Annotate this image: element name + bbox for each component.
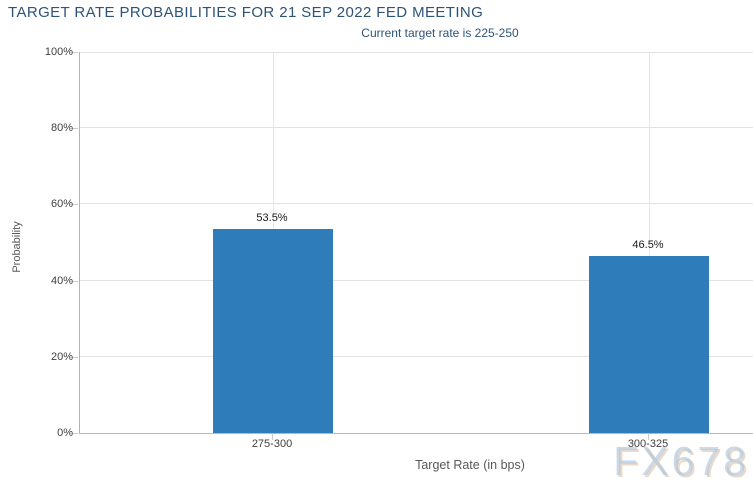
y-axis-title: Probability [11,221,23,273]
y-tick-label-80: 80% [50,122,73,135]
chart-title: TARGET RATE PROBABILITIES FOR 21 SEP 202… [8,4,484,21]
chart-subtitle: Current target rate is 225-250 [361,26,519,40]
h-gridline-80 [80,127,753,129]
bar-300-325[interactable] [589,256,709,433]
y-axis-tick [70,52,78,53]
h-gridline-40 [80,279,753,281]
y-tick-label-0: 0% [57,427,73,439]
bar-value-label-300-325: 46.5% [632,239,664,251]
y-axis-tick [70,433,78,434]
plot-area [79,52,753,434]
x-axis-tick [648,434,649,440]
bar-value-label-275-300: 53.5% [256,212,288,224]
x-axis-title: Target Rate (in bps) [415,458,525,472]
x-category-label-275-300: 275-300 [251,438,293,450]
h-gridline-60 [80,203,753,205]
y-axis-tick [70,128,78,130]
y-tick-label-60: 60% [50,198,73,211]
h-gridline-100 [80,52,753,53]
x-axis-tick [272,434,273,440]
y-tick-label-40: 40% [50,274,73,287]
y-tick-label-100: 100% [44,46,73,58]
y-axis-tick [70,204,78,206]
h-gridline-20 [80,355,753,357]
v-gridline-300-325 [649,52,650,433]
bar-275-300[interactable] [213,229,333,433]
y-axis-tick [70,356,78,358]
x-category-label-300-325: 300-325 [627,438,669,450]
y-tick-label-20: 20% [50,350,73,363]
y-axis-tick [70,280,78,282]
